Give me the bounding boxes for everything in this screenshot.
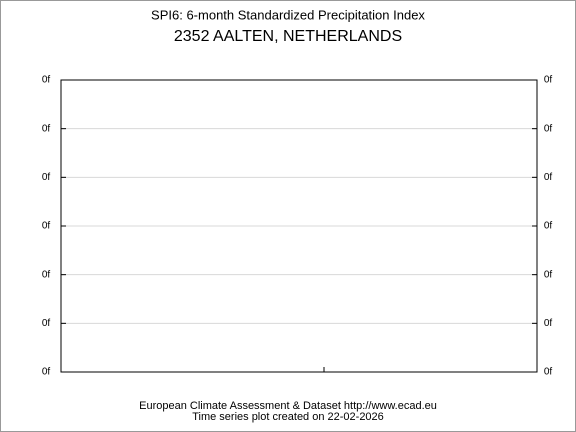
chart-subtitle: 2352 AALTEN, NETHERLANDS [174, 28, 402, 45]
y-tick-label: 0f [42, 75, 51, 86]
plot-area [60, 79, 538, 373]
y2-tick-label: 0f [544, 221, 553, 232]
y2-tick-label: 0f [544, 172, 553, 183]
y-tick-label: 0f [42, 367, 51, 378]
y-tick-label: 0f [42, 318, 51, 329]
y-tick-label: 0f [42, 172, 51, 183]
y2-tick-label: 0f [544, 75, 553, 86]
y-tick-label: 0f [42, 123, 51, 134]
y2-tick-label: 0f [544, 269, 553, 280]
footer: Time series plot created on 22-02-2026 [192, 411, 384, 423]
y2-tick-label: 0f [544, 318, 553, 329]
y2-tick-label: 0f [544, 123, 553, 134]
y-tick-label: 0f [42, 221, 51, 232]
footer: European Climate Assessment & Dataset ht… [139, 400, 437, 412]
chart-title: SPI6: 6-month Standardized Precipitation… [151, 7, 425, 22]
y-tick-label: 0f [42, 269, 51, 280]
y2-tick-label: 0f [544, 367, 553, 378]
